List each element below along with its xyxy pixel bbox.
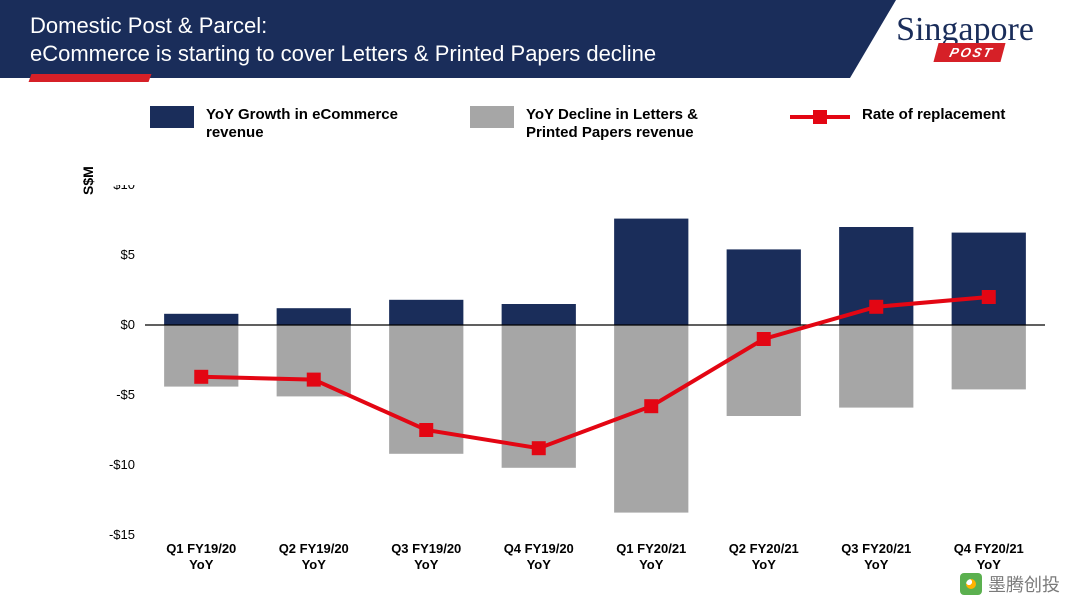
x-category-label: Q3 FY19/20YoY (391, 541, 461, 572)
wechat-icon (960, 573, 982, 595)
bar-letters-decline (839, 325, 913, 408)
x-category-label: Q2 FY20/21YoY (729, 541, 799, 572)
slide-header: Domestic Post & Parcel: eCommerce is sta… (0, 0, 1080, 78)
marker-rate-of-replacement (532, 441, 546, 455)
logo-post: POST (934, 43, 1006, 62)
legend-label: Rate of replacement (862, 106, 1005, 124)
bar-ecommerce-growth (614, 219, 688, 325)
marker-rate-of-replacement (419, 423, 433, 437)
legend-swatch (470, 106, 514, 128)
header-accent (29, 74, 152, 82)
watermark: 墨腾创投 (960, 571, 1060, 597)
marker-rate-of-replacement (644, 399, 658, 413)
y-tick-label: -$5 (116, 387, 135, 402)
bar-ecommerce-growth (727, 249, 801, 325)
y-tick-label: $5 (121, 247, 135, 262)
bar-ecommerce-growth (502, 304, 576, 325)
legend-label: YoY Growth in eCommerce revenue (206, 106, 410, 142)
legend-swatch (150, 106, 194, 128)
marker-rate-of-replacement (982, 290, 996, 304)
bar-line-chart: -$15 -$10 -$5 $0 $5 $10 Q1 FY19/20YoY Q2 FY19/2… (90, 185, 1050, 595)
y-tick-label: $10 (113, 185, 135, 192)
bar-ecommerce-growth (952, 233, 1026, 325)
x-category-label: Q2 FY19/20YoY (279, 541, 349, 572)
y-axis-title: S$M (80, 166, 96, 195)
x-category-label: Q1 FY19/20YoY (166, 541, 236, 572)
chart-legend: YoY Growth in eCommerce revenue YoY Decli… (0, 78, 1080, 142)
bar-letters-decline (952, 325, 1026, 389)
bar-ecommerce-growth (164, 314, 238, 325)
marker-rate-of-replacement (307, 373, 321, 387)
bar-letters-decline (614, 325, 688, 513)
x-category-label: Q1 FY20/21YoY (616, 541, 686, 572)
logo-script: Singapore (896, 16, 1034, 43)
bar-ecommerce-growth (277, 308, 351, 325)
marker-rate-of-replacement (194, 370, 208, 384)
chart-area: S$M -$15-$10-$5$0$5$10Q1 FY19/20YoYQ2 FY… (90, 185, 1050, 595)
title-line-2: eCommerce is starting to cover Letters &… (30, 41, 656, 66)
title-line-1: Domestic Post & Parcel: (30, 13, 267, 38)
y-tick-label: -$10 (109, 457, 135, 472)
legend-item-0: YoY Growth in eCommerce revenue (150, 106, 410, 142)
marker-rate-of-replacement (757, 332, 771, 346)
legend-item-2: Rate of replacement (790, 106, 1005, 128)
x-category-label: Q4 FY20/21YoY (954, 541, 1024, 572)
legend-swatch (790, 106, 850, 128)
x-category-label: Q3 FY20/21YoY (841, 541, 911, 572)
watermark-text: 墨腾创投 (988, 571, 1060, 597)
marker-rate-of-replacement (869, 300, 883, 314)
y-tick-label: $0 (121, 317, 135, 332)
legend-label: YoY Decline in Letters & Printed Papers … (526, 106, 730, 142)
x-category-label: Q4 FY19/20YoY (504, 541, 574, 572)
y-tick-label: -$15 (109, 527, 135, 542)
bar-ecommerce-growth (389, 300, 463, 325)
legend-item-1: YoY Decline in Letters & Printed Papers … (470, 106, 730, 142)
